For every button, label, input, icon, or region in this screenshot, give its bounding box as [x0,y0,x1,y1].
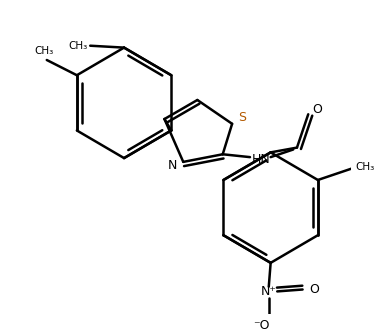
Text: O: O [309,283,319,296]
Text: N⁺: N⁺ [261,285,277,298]
Text: N: N [167,159,177,172]
Text: O: O [312,103,322,116]
Text: CH₃: CH₃ [355,162,374,172]
Text: CH₃: CH₃ [34,46,53,56]
Text: S: S [239,111,246,124]
Text: HN: HN [252,152,271,166]
Text: ⁻O: ⁻O [253,319,270,330]
Text: CH₃: CH₃ [68,41,88,51]
